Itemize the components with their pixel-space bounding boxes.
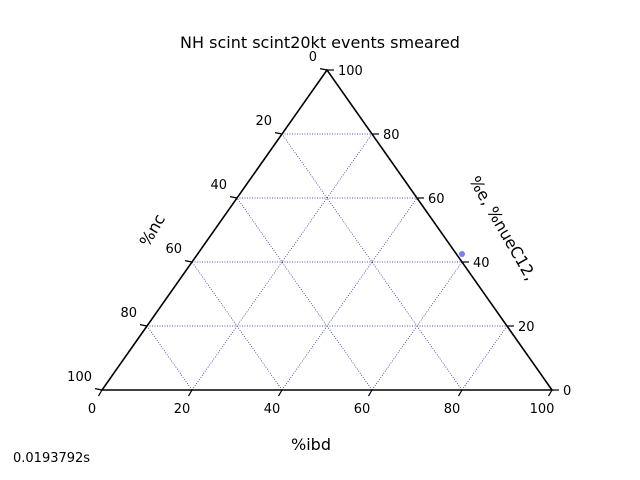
grid-lines — [146, 133, 508, 391]
tick-label-e-40: 40 — [473, 256, 490, 271]
tick-nc-80 — [139, 324, 148, 327]
grid-line-nc-60 — [191, 261, 283, 391]
timing-label: 0.0193792s — [13, 451, 91, 466]
tick-ibd-40 — [277, 389, 283, 397]
tick-ibd-20 — [187, 389, 193, 397]
tick-label-ibd-60: 60 — [354, 402, 371, 417]
tick-label-e-100: 100 — [338, 64, 363, 79]
tick-label-nc-20: 20 — [255, 114, 272, 129]
tick-marks — [94, 68, 559, 397]
axis-label-nc: %nc — [135, 211, 169, 250]
grid-line-ibd-80 — [461, 325, 508, 391]
tick-label-nc-80: 80 — [120, 306, 137, 321]
axis-label-ibd: %ibd — [291, 435, 331, 454]
triangle-outline — [100, 68, 554, 391]
data-point-0 — [459, 251, 465, 257]
grid-line-ibd-20 — [191, 133, 373, 391]
tick-ibd-60 — [367, 389, 373, 397]
tick-nc-0 — [319, 68, 328, 71]
tick-label-nc-100: 100 — [67, 370, 92, 385]
tick-label-ibd-20: 20 — [174, 402, 191, 417]
tick-label-e-0: 0 — [563, 384, 571, 399]
tick-label-nc-0: 0 — [309, 50, 317, 65]
tick-nc-20 — [274, 132, 283, 135]
tick-ibd-80 — [457, 389, 463, 397]
tick-label-ibd-0: 0 — [88, 402, 96, 417]
grid-line-ibd-40 — [281, 197, 418, 391]
data-points — [459, 251, 465, 257]
tick-label-nc-60: 60 — [165, 242, 182, 257]
tick-label-ibd-100: 100 — [530, 402, 555, 417]
triangle-frame — [100, 68, 554, 391]
chart-title: NH scint scint20kt events smeared — [180, 33, 460, 52]
tick-label-nc-40: 40 — [210, 178, 227, 193]
tick-ibd-0 — [97, 389, 103, 397]
tick-label-ibd-40: 40 — [264, 402, 281, 417]
tick-label-ibd-80: 80 — [444, 402, 461, 417]
tick-label-e-80: 80 — [383, 128, 400, 143]
tick-nc-40 — [229, 196, 238, 199]
tick-ibd-100 — [547, 389, 553, 397]
grid-line-ibd-60 — [371, 261, 463, 391]
tick-nc-60 — [184, 260, 193, 263]
axis-labels: %ibd%nc %e, %nueC12, — [135, 173, 540, 454]
tick-labels: 0 20 40 60 80 100 0 20 40 60 80 100 0 20 40 60 80 100 — [67, 50, 571, 417]
tick-nc-100 — [94, 388, 103, 391]
grid-line-nc-20 — [281, 133, 463, 391]
tick-label-e-60: 60 — [428, 192, 445, 207]
grid-line-nc-40 — [236, 197, 373, 391]
tick-label-e-20: 20 — [518, 320, 535, 335]
grid-line-nc-80 — [146, 325, 193, 391]
